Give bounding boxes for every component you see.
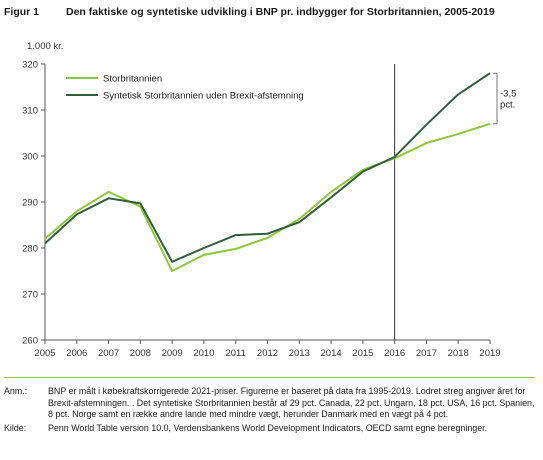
x-tick-label: 2009 <box>162 348 183 359</box>
figure-title: Den faktiske og syntetiske udvikling i B… <box>66 6 495 18</box>
note-anm-label: Anm.: <box>4 386 28 396</box>
y-tick-label: 270 <box>22 290 38 301</box>
note-kilde-label: Kilde: <box>4 422 27 433</box>
note-kilde: Kilde: Penn World Table version 10.0, Ve… <box>4 423 536 435</box>
series-line-1 <box>44 72 491 263</box>
x-tick-label: 2013 <box>289 348 310 359</box>
series-layer <box>44 72 491 272</box>
figure-notes: Anm.: BNP er målt i købekraftskorrigered… <box>4 386 536 436</box>
figure-number: Figur 1 <box>4 6 40 18</box>
note-anm: Anm.: BNP er målt i købekraftskorrigered… <box>4 386 536 421</box>
figure-header: Figur 1 Den faktiske og syntetiske udvik… <box>4 6 534 22</box>
legend-label-0: Storbritannien <box>103 74 162 85</box>
x-tick-label: 2014 <box>321 348 342 359</box>
x-tick-label: 2006 <box>66 348 87 359</box>
y-tick-label: 260 <box>22 336 38 347</box>
x-tick-label: 2015 <box>352 348 373 359</box>
notes-divider <box>4 377 534 378</box>
y-tick-label: 300 <box>22 152 38 163</box>
y-tick-label: 290 <box>22 198 38 209</box>
y-unit-label: 1.000 kr. <box>27 41 63 52</box>
annotation-text-line-0: -3,5 <box>500 89 516 100</box>
x-tick-label: 2012 <box>257 348 278 359</box>
note-kilde-text: Penn World Table version 10.0, Verdensba… <box>48 422 488 433</box>
x-tick-label: 2019 <box>479 348 500 359</box>
x-tick-label: 2017 <box>416 348 437 359</box>
y-tick-label: 310 <box>22 106 38 117</box>
note-anm-text: BNP er målt i købekraftskorrigerede 2021… <box>48 386 535 419</box>
y-tick-label: 280 <box>22 244 38 255</box>
x-tick-label: 2016 <box>384 348 405 359</box>
chart-axes: 260 270 280 290 300 310 320 2005 2006 2007 2008 200… <box>22 60 500 360</box>
series-line-0 <box>44 122 491 272</box>
legend-label-1: Syntetisk Storbritannien uden Brexit-afs… <box>103 91 304 102</box>
x-tick-label: 2008 <box>130 348 151 359</box>
x-tick-label: 2005 <box>34 348 55 359</box>
y-tick-label: 320 <box>22 60 38 71</box>
x-tick-label: 2011 <box>225 348 245 359</box>
annotation-text-line-1: pct. <box>500 100 515 111</box>
x-tick-label: 2018 <box>448 348 469 359</box>
x-tick-label: 2007 <box>98 348 119 359</box>
chart-legend: Storbritannien Syntetisk Storbritannien u… <box>66 74 304 102</box>
x-tick-label: 2010 <box>193 348 214 359</box>
